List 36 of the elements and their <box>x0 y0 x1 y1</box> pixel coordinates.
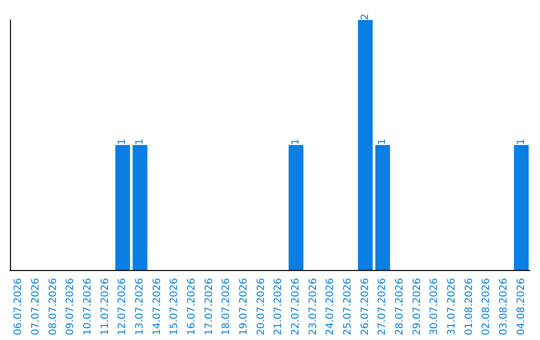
x-tick-label: 01.08.2026 <box>464 278 475 336</box>
x-tick-label: 22.07.2026 <box>290 278 302 336</box>
x-tick-label: 08.07.2026 <box>48 278 59 336</box>
x-tick-label: 02.08.2026 <box>481 278 492 336</box>
x-tick-label: 21.07.2026 <box>273 278 284 336</box>
x-tick-label: 25.07.2026 <box>342 278 354 336</box>
x-tick-label: 24.07.2026 <box>325 278 336 336</box>
x-tick-label: 16.07.2026 <box>186 278 198 336</box>
x-tick-label: 07.07.2026 <box>30 278 42 336</box>
x-tick-label: 28.07.2026 <box>394 278 406 336</box>
x-tick-label: 11.07.2026 <box>100 278 111 336</box>
x-tick-label: 18.07.2026 <box>221 278 232 336</box>
x-tick-label: 31.07.2026 <box>446 278 458 336</box>
x-tick-label: 12.07.2026 <box>117 278 128 336</box>
x-tick-label: 29.07.2026 <box>412 278 423 336</box>
x-tick-label: 30.07.2026 <box>429 278 440 336</box>
x-tick-label: 03.08.2026 <box>498 278 510 336</box>
x-tick-label: 06.07.2026 <box>13 278 24 336</box>
x-tick-label: 27.07.2026 <box>377 278 388 336</box>
data-label: 2 <box>360 14 371 20</box>
x-tick-label: 10.07.2026 <box>82 278 94 336</box>
x-tick-label: 23.07.2026 <box>308 278 319 336</box>
x-tick-label: 14.07.2026 <box>152 278 163 336</box>
x-tick-label: 26.07.2026 <box>360 278 371 336</box>
data-label: 1 <box>134 138 146 145</box>
x-tick-label: 20.07.2026 <box>256 278 267 336</box>
data-label: 1 <box>377 138 388 145</box>
x-tick-label: 15.07.2026 <box>169 278 180 336</box>
data-label: 1 <box>516 138 527 145</box>
x-tick-label: 19.07.2026 <box>238 278 250 336</box>
data-label: 1 <box>117 138 128 145</box>
x-tick-label: 13.07.2026 <box>134 278 146 336</box>
data-label: 1 <box>290 138 302 145</box>
x-tick-label: 17.07.2026 <box>204 278 215 336</box>
x-tick-label: 09.07.2026 <box>65 278 76 336</box>
x-tick-label: 04.08.2026 <box>516 278 527 336</box>
